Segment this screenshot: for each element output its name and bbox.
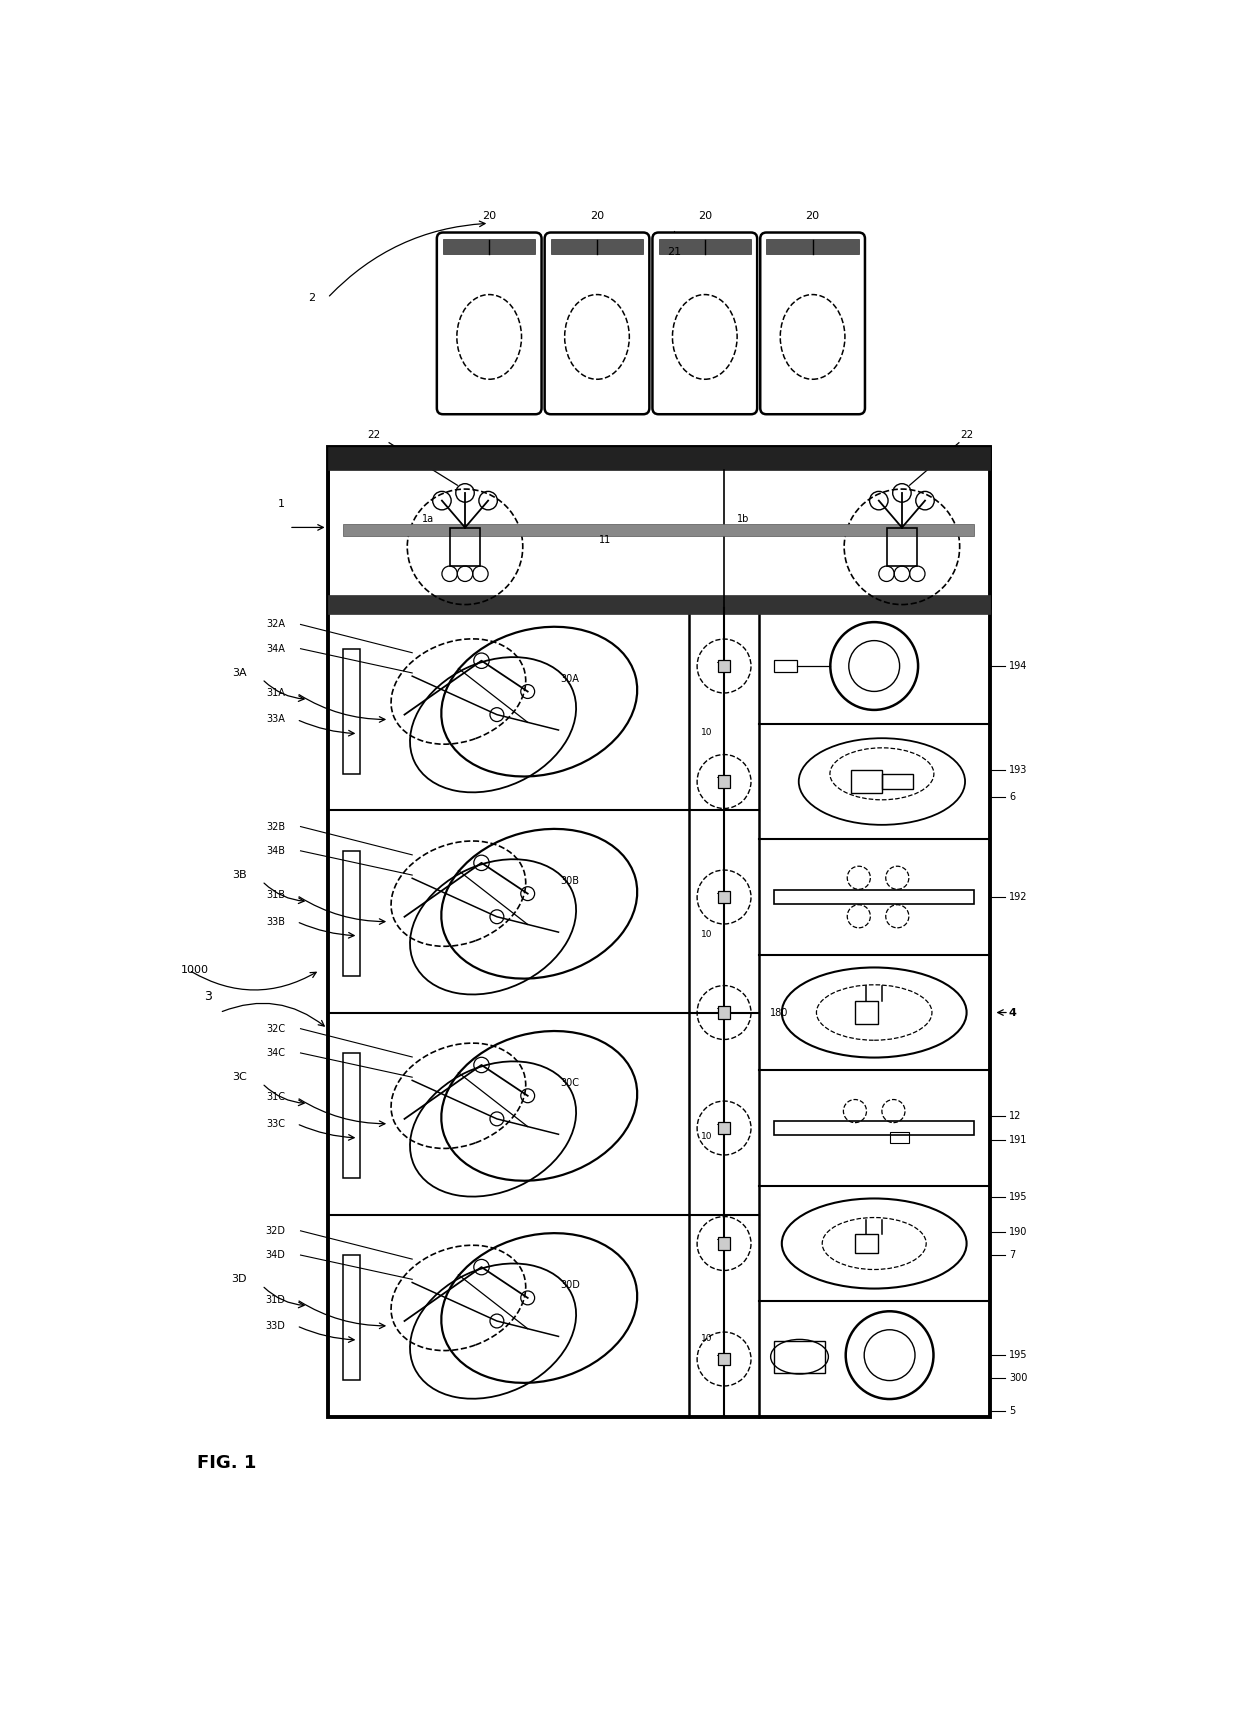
Text: 34A: 34A [267, 644, 285, 654]
Bar [718, 1006, 730, 1019]
Text: 30B: 30B [560, 875, 579, 886]
Text: TP1: TP1 [717, 661, 732, 670]
Text: 34C: 34C [267, 1048, 285, 1059]
Bar [450, 528, 480, 565]
Text: 6: 6 [1009, 791, 1016, 802]
Bar [658, 238, 751, 254]
Text: 194: 194 [1009, 661, 1027, 671]
Bar [327, 447, 990, 469]
Text: 1b: 1b [737, 514, 749, 524]
Text: 193: 193 [1009, 766, 1027, 774]
Bar [882, 774, 913, 790]
Bar [854, 1233, 878, 1252]
Text: 10: 10 [701, 728, 713, 737]
Text: 30C: 30C [560, 1077, 579, 1088]
Bar [343, 649, 360, 774]
Text: 7: 7 [1009, 1250, 1016, 1261]
Text: 33B: 33B [267, 916, 285, 927]
Text: 3C: 3C [232, 1072, 247, 1083]
Text: 31C: 31C [267, 1093, 285, 1103]
FancyBboxPatch shape [544, 233, 650, 415]
Text: 32C: 32C [267, 1024, 285, 1033]
Bar [343, 851, 360, 976]
Bar [443, 238, 536, 254]
Text: 191: 191 [1009, 1134, 1027, 1144]
Bar [327, 447, 990, 1417]
Bar [343, 1256, 360, 1381]
Text: TP6: TP6 [717, 1238, 732, 1249]
Bar [774, 891, 975, 904]
Text: TP5: TP5 [717, 1124, 732, 1132]
Bar [774, 1341, 825, 1372]
Text: 34B: 34B [267, 846, 285, 856]
Bar [766, 238, 859, 254]
Text: FIG. 1: FIG. 1 [197, 1454, 255, 1471]
Text: 300: 300 [1009, 1374, 1027, 1384]
Bar [718, 891, 730, 903]
Text: 195: 195 [1009, 1350, 1028, 1360]
Text: 22: 22 [367, 430, 381, 440]
Text: TP3: TP3 [717, 892, 732, 901]
Text: 5: 5 [1009, 1406, 1016, 1415]
Text: 11: 11 [599, 536, 611, 545]
Bar [343, 1053, 360, 1179]
Text: 180: 180 [770, 1007, 789, 1018]
Bar [887, 528, 918, 565]
Text: 32A: 32A [267, 620, 285, 629]
Text: 1a: 1a [422, 514, 434, 524]
Text: 10: 10 [701, 930, 713, 939]
Text: 32D: 32D [265, 1227, 285, 1235]
Text: 190: 190 [1009, 1227, 1027, 1237]
Bar [327, 594, 990, 615]
Text: 30A: 30A [560, 673, 579, 683]
Bar [718, 1122, 730, 1134]
Bar [327, 447, 990, 608]
Text: 33A: 33A [267, 714, 285, 725]
Bar [774, 1120, 975, 1136]
Text: 1: 1 [278, 498, 285, 509]
Text: 30D: 30D [560, 1280, 580, 1290]
Bar [774, 660, 797, 671]
Text: 1000: 1000 [181, 964, 210, 975]
Text: 3D: 3D [231, 1274, 247, 1285]
Text: 3A: 3A [232, 668, 247, 678]
Bar [718, 660, 730, 671]
Text: TP4: TP4 [717, 1007, 732, 1018]
Text: TP2: TP2 [717, 778, 732, 786]
Bar [851, 769, 882, 793]
Text: 3B: 3B [232, 870, 247, 880]
Bar [854, 1000, 878, 1024]
Text: 34D: 34D [265, 1250, 285, 1261]
Text: 33C: 33C [267, 1119, 285, 1129]
Text: 21: 21 [667, 247, 681, 257]
Bar [718, 1237, 730, 1250]
Text: 31A: 31A [267, 689, 285, 699]
Text: 20: 20 [482, 211, 496, 221]
Text: 31D: 31D [265, 1295, 285, 1305]
FancyBboxPatch shape [760, 233, 866, 415]
Text: 20: 20 [590, 211, 604, 221]
Text: 2: 2 [309, 293, 316, 303]
Text: 3: 3 [205, 990, 212, 1002]
Bar [718, 776, 730, 788]
Text: 192: 192 [1009, 892, 1028, 903]
Text: 32B: 32B [267, 822, 285, 831]
Text: 33D: 33D [265, 1321, 285, 1331]
Text: 4: 4 [1009, 1007, 1017, 1018]
Bar [889, 1132, 909, 1143]
Text: 31B: 31B [267, 891, 285, 901]
Bar [343, 524, 975, 536]
FancyBboxPatch shape [652, 233, 758, 415]
Text: 10: 10 [701, 1132, 713, 1141]
Text: 20: 20 [698, 211, 712, 221]
Bar [718, 1353, 730, 1365]
Bar [551, 238, 644, 254]
Text: 195: 195 [1009, 1192, 1028, 1203]
Text: 10: 10 [701, 1334, 713, 1343]
Text: TP7: TP7 [717, 1355, 732, 1364]
Text: 12: 12 [1009, 1112, 1022, 1122]
FancyBboxPatch shape [436, 233, 542, 415]
Text: 22: 22 [960, 430, 973, 440]
Text: 20: 20 [806, 211, 820, 221]
